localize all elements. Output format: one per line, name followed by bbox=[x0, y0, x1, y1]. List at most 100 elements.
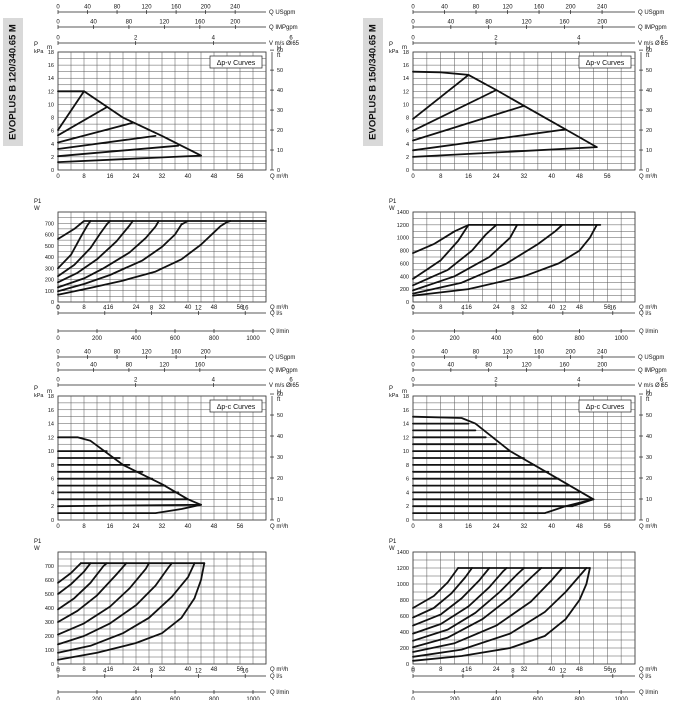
power-curve-5 bbox=[57, 562, 128, 623]
ft-tick-label: 10 bbox=[277, 497, 283, 503]
power-p1-label: P1 bbox=[389, 539, 397, 545]
chart-title: Δp-c Curves bbox=[586, 404, 625, 411]
head-m-label: m bbox=[402, 45, 407, 51]
head-m-tick-label: 6 bbox=[406, 129, 409, 135]
usgpm-tick-label: 0 bbox=[411, 5, 415, 11]
model-side-tab: EVOPLUS B 120/340.65 M bbox=[3, 18, 23, 146]
power-tick-label: 200 bbox=[45, 634, 54, 640]
ft-tick-label: 40 bbox=[277, 88, 283, 94]
power-tick-label: 600 bbox=[400, 614, 409, 620]
qm3h-tick-label: 32 bbox=[521, 305, 528, 311]
power-curve-2 bbox=[57, 220, 189, 293]
model-label-left: EVOPLUS B 120/340.65 M bbox=[7, 24, 19, 140]
power-w-label: W bbox=[389, 206, 395, 212]
velocity-tick-label: 4 bbox=[212, 378, 216, 384]
qm3h-tick-label: 16 bbox=[107, 667, 114, 673]
impgpm-tick-label: 200 bbox=[597, 363, 608, 369]
impgpm-tick-label: 80 bbox=[485, 20, 492, 26]
ls-tick-label: 8 bbox=[511, 306, 515, 312]
qm3h-tick-label: 48 bbox=[576, 667, 583, 673]
ls-label: Q l/s bbox=[639, 311, 651, 317]
qm3h-tick-label: 48 bbox=[576, 524, 583, 530]
velocity-label: V m/s Ø 65 bbox=[638, 383, 669, 389]
qm3h-tick-label: 40 bbox=[185, 174, 192, 180]
usgpm-tick-label: 120 bbox=[503, 5, 514, 11]
usgpm-tick-label: 240 bbox=[597, 5, 608, 11]
impgpm-tick-label: 160 bbox=[195, 20, 206, 26]
head-m-tick-label: 8 bbox=[406, 463, 409, 469]
usgpm-tick-label: 200 bbox=[201, 5, 212, 11]
lmin-label: Q l/min bbox=[639, 690, 658, 696]
velocity-tick-label: 0 bbox=[56, 378, 60, 384]
head-curve-5 bbox=[412, 74, 470, 120]
velocity-tick-label: 2 bbox=[494, 36, 498, 42]
qm3h-label: Q m³/h bbox=[639, 174, 657, 180]
lmin-tick-label: 200 bbox=[92, 336, 103, 342]
head-m-tick-label: 14 bbox=[48, 422, 54, 428]
head-curve-7 bbox=[57, 90, 202, 157]
qm3h-tick-label: 56 bbox=[237, 305, 244, 311]
power-tick-label: 400 bbox=[400, 274, 409, 280]
ls-tick-label: 0 bbox=[411, 306, 415, 312]
ls-tick-label: 12 bbox=[195, 669, 202, 675]
chart-title: Δp-v Curves bbox=[586, 60, 625, 67]
head-m-tick-label: 4 bbox=[406, 490, 409, 496]
lmin-tick-label: 1000 bbox=[246, 336, 260, 342]
head-m-label: m bbox=[47, 389, 52, 395]
velocity-tick-label: 4 bbox=[577, 36, 581, 42]
ls-tick-label: 0 bbox=[56, 306, 60, 312]
power-curve-3 bbox=[412, 224, 518, 292]
head-ft-label: ft bbox=[277, 53, 281, 59]
qm3h-tick-label: 0 bbox=[411, 524, 415, 530]
head-m-tick-label: 2 bbox=[51, 155, 54, 161]
ft-tick-label: 50 bbox=[646, 413, 652, 419]
head-curve-3 bbox=[412, 104, 525, 142]
power-curve-7 bbox=[57, 562, 92, 595]
ls-tick-label: 0 bbox=[411, 669, 415, 675]
qm3h-tick-label: 16 bbox=[107, 524, 114, 530]
qm3h-tick-label: 24 bbox=[493, 524, 500, 530]
power-curve-5 bbox=[412, 567, 525, 642]
ft-tick-label: 0 bbox=[646, 518, 649, 524]
power-tick-label: 1400 bbox=[397, 550, 409, 556]
power-curve-6 bbox=[57, 562, 108, 611]
ft-tick-label: 50 bbox=[277, 413, 283, 419]
qm3h-tick-label: 24 bbox=[493, 174, 500, 180]
qm3h-tick-label: 0 bbox=[411, 667, 415, 673]
impgpm-tick-label: 80 bbox=[485, 363, 492, 369]
lmin-label: Q l/min bbox=[270, 329, 289, 335]
ft-tick-label: 30 bbox=[646, 108, 652, 114]
head-p-label: P bbox=[389, 386, 393, 392]
head-m-tick-label: 12 bbox=[403, 89, 409, 95]
power-tick-label: 0 bbox=[406, 662, 409, 668]
qm3h-tick-label: 16 bbox=[465, 667, 472, 673]
ft-tick-label: 0 bbox=[277, 518, 280, 524]
head-curve-11 bbox=[57, 436, 202, 506]
head-kpa-label: kPa bbox=[389, 393, 399, 399]
head-m-tick-label: 14 bbox=[403, 76, 409, 82]
power-tick-label: 600 bbox=[45, 233, 54, 239]
velocity-tick-label: 2 bbox=[134, 36, 138, 42]
usgpm-label: Q USgpm bbox=[269, 355, 295, 361]
qm3h-tick-label: 48 bbox=[211, 667, 218, 673]
usgpm-tick-label: 200 bbox=[201, 350, 212, 356]
ls-label: Q l/s bbox=[270, 311, 282, 317]
qm3h-tick-label: 40 bbox=[548, 174, 555, 180]
qm3h-tick-label: 56 bbox=[604, 667, 611, 673]
head-m-tick-label: 0 bbox=[406, 518, 409, 524]
head-ft-label: ft bbox=[277, 397, 281, 403]
impgpm-tick-label: 0 bbox=[56, 363, 60, 369]
power-curve-4 bbox=[57, 562, 150, 636]
usgpm-tick-label: 80 bbox=[473, 5, 480, 11]
qm3h-tick-label: 8 bbox=[82, 174, 86, 180]
head-m-tick-label: 2 bbox=[406, 504, 409, 510]
power-tick-label: 300 bbox=[45, 620, 54, 626]
qm3h-label: Q m³/h bbox=[639, 305, 657, 311]
head-m-tick-label: 8 bbox=[406, 116, 409, 122]
power-tick-label: 700 bbox=[45, 221, 54, 227]
usgpm-tick-label: 40 bbox=[84, 350, 91, 356]
ft-tick-label: 10 bbox=[277, 148, 283, 154]
head-h-label: H bbox=[646, 46, 650, 52]
